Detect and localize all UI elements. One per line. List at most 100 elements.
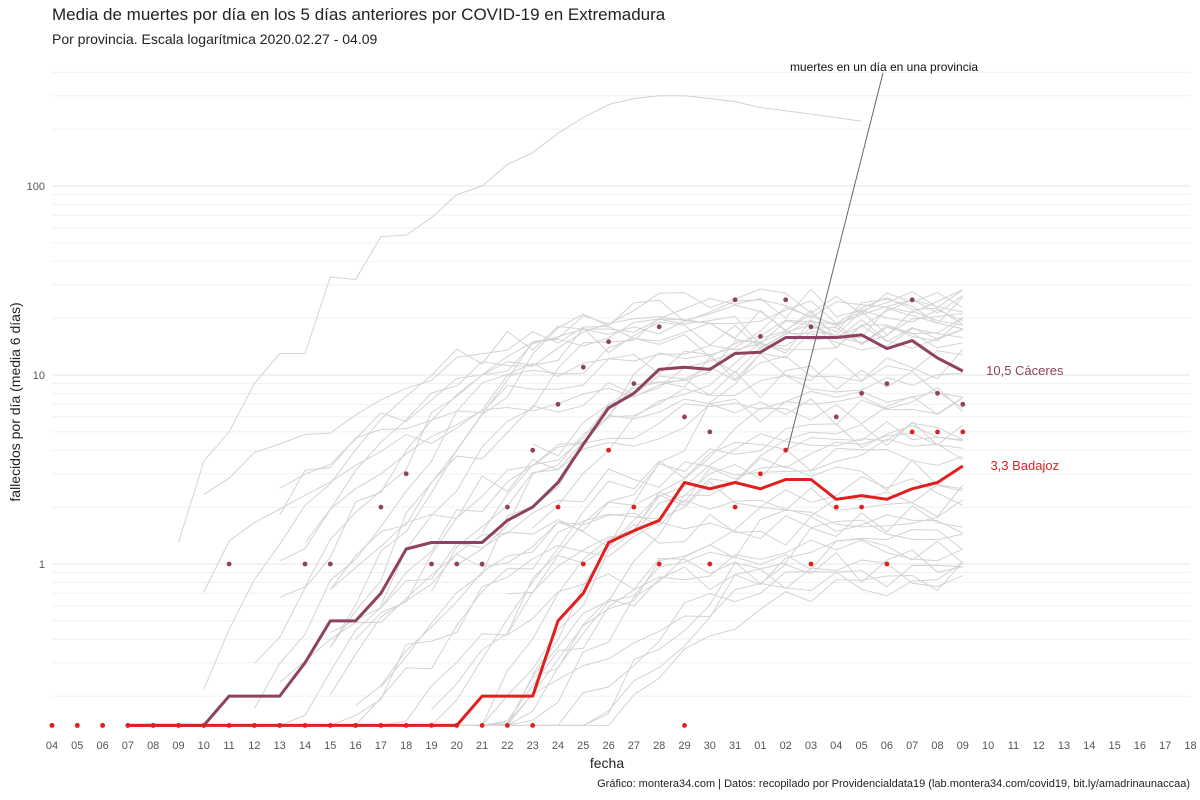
background-line bbox=[481, 310, 963, 533]
daily-point bbox=[429, 723, 434, 728]
y-tick-label: 1 bbox=[39, 559, 45, 571]
x-tick-label: 17 bbox=[1159, 740, 1171, 752]
annotation-leader-line bbox=[786, 72, 884, 453]
daily-point bbox=[909, 429, 915, 435]
annotation: muertes en un día en una provincia bbox=[786, 60, 978, 453]
daily-point bbox=[758, 334, 763, 339]
x-tick-label: 08 bbox=[931, 740, 943, 752]
daily-point bbox=[327, 561, 333, 567]
daily-point bbox=[479, 723, 485, 728]
daily-point bbox=[378, 723, 384, 728]
background-line bbox=[431, 327, 963, 592]
daily-point bbox=[454, 561, 460, 567]
background-line bbox=[431, 423, 963, 710]
x-tick-label: 26 bbox=[602, 740, 614, 752]
background-province-lines bbox=[178, 95, 964, 726]
daily-point bbox=[49, 723, 55, 728]
daily-point bbox=[327, 723, 333, 728]
series-line-cáceres bbox=[127, 333, 964, 727]
background-line bbox=[506, 421, 964, 726]
x-tick-label: 22 bbox=[501, 740, 513, 752]
daily-point bbox=[631, 504, 637, 510]
x-tick-label: 14 bbox=[1083, 740, 1095, 752]
x-tick-label: 05 bbox=[71, 740, 83, 752]
background-line bbox=[329, 447, 963, 696]
daily-point bbox=[429, 561, 434, 567]
daily-point bbox=[530, 447, 536, 453]
daily-point bbox=[682, 723, 687, 728]
x-tick-label: 04 bbox=[830, 740, 842, 752]
x-tick-label: 10 bbox=[198, 740, 210, 752]
background-line bbox=[481, 395, 964, 726]
series-end-label: 3,3 Badajoz bbox=[990, 458, 1059, 473]
x-tick-label: 19 bbox=[425, 740, 437, 752]
background-line bbox=[532, 505, 963, 726]
daily-point bbox=[302, 723, 308, 728]
daily-point bbox=[252, 723, 257, 728]
background-line bbox=[506, 421, 963, 635]
daily-point bbox=[403, 471, 409, 477]
chart-caption: Gráfico: montera34.com | Datos: recopila… bbox=[597, 778, 1190, 790]
chart-title: Media de muertes por día en los 5 días a… bbox=[52, 5, 666, 24]
daily-point bbox=[859, 390, 864, 396]
background-line bbox=[532, 561, 964, 726]
x-tick-label: 15 bbox=[1108, 740, 1120, 752]
x-tick-label: 25 bbox=[577, 740, 589, 752]
x-tick-label: 20 bbox=[451, 740, 463, 752]
daily-point bbox=[302, 561, 308, 567]
daily-point bbox=[201, 723, 207, 728]
daily-point bbox=[682, 414, 687, 420]
background-line bbox=[380, 288, 964, 606]
daily-point bbox=[808, 561, 814, 567]
daily-point bbox=[808, 324, 814, 330]
background-line bbox=[203, 513, 964, 726]
x-tick-label: 12 bbox=[1033, 740, 1045, 752]
x-tick-label: 10 bbox=[982, 740, 994, 752]
daily-point bbox=[935, 429, 940, 435]
series-line-badajoz bbox=[127, 464, 964, 727]
x-tick-labels: 04 05 06 07 08 09 10 11 12 13 14 15 16 17 18 19 20 21 22 23… bbox=[46, 740, 1197, 752]
background-line bbox=[329, 350, 963, 591]
x-tick-label: 08 bbox=[147, 740, 159, 752]
x-tick-label: 16 bbox=[1134, 740, 1146, 752]
background-line-total bbox=[178, 95, 862, 543]
background-line bbox=[305, 549, 963, 726]
background-line bbox=[279, 304, 963, 562]
x-tick-label: 01 bbox=[754, 740, 766, 752]
background-line bbox=[305, 515, 963, 726]
background-line bbox=[456, 422, 964, 726]
x-tick-label: 27 bbox=[628, 740, 640, 752]
x-tick-label: 15 bbox=[324, 740, 336, 752]
x-tick-label: 21 bbox=[476, 740, 488, 752]
y-axis-title: fallecidos por día (media 6 días) bbox=[7, 302, 23, 501]
daily-point bbox=[505, 723, 510, 728]
daily-point bbox=[580, 364, 586, 370]
daily-point bbox=[150, 723, 156, 728]
x-tick-label: 18 bbox=[400, 740, 412, 752]
background-line bbox=[203, 365, 963, 593]
daily-point bbox=[960, 401, 966, 407]
daily-point bbox=[454, 723, 460, 728]
x-axis-title: fecha bbox=[590, 755, 624, 771]
background-line bbox=[329, 397, 964, 590]
x-tick-label: 29 bbox=[678, 740, 690, 752]
daily-point bbox=[100, 723, 105, 728]
daily-point bbox=[606, 447, 611, 453]
grid-lines bbox=[52, 71, 1190, 697]
daily-death-points bbox=[49, 297, 966, 728]
daily-point bbox=[732, 297, 738, 303]
daily-point bbox=[859, 504, 864, 510]
daily-point bbox=[732, 504, 738, 510]
background-line bbox=[482, 484, 963, 726]
y-tick-labels: 1 10 100 bbox=[27, 181, 45, 571]
daily-point bbox=[884, 561, 890, 567]
daily-point bbox=[530, 723, 536, 728]
daily-point bbox=[555, 504, 561, 510]
daily-point bbox=[656, 324, 662, 330]
x-tick-label: 14 bbox=[299, 740, 311, 752]
background-line bbox=[279, 297, 964, 489]
daily-point bbox=[125, 723, 131, 728]
x-tick-label: 12 bbox=[248, 740, 260, 752]
daily-point bbox=[707, 561, 713, 567]
